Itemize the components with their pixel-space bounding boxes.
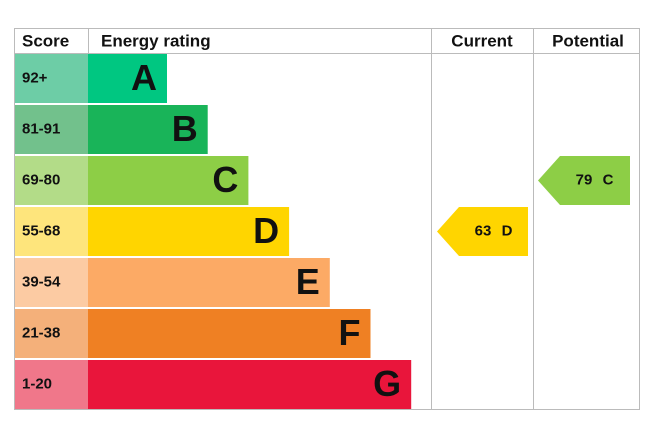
score-cell bbox=[15, 309, 88, 358]
potential-arrow bbox=[538, 156, 630, 205]
rating-bar bbox=[88, 309, 371, 358]
score-cell bbox=[15, 207, 88, 256]
header-score: Score bbox=[22, 31, 69, 50]
header-current: Current bbox=[451, 31, 513, 50]
rating-letter: B bbox=[172, 108, 198, 149]
score-label: 81-91 bbox=[22, 120, 60, 137]
score-label: 39-54 bbox=[22, 273, 61, 290]
rating-letter: F bbox=[339, 312, 361, 353]
rating-bar bbox=[88, 156, 249, 205]
current-value: 63 bbox=[475, 222, 492, 239]
rating-letter: E bbox=[296, 261, 320, 302]
current-arrow bbox=[437, 207, 528, 256]
rating-bar bbox=[88, 258, 330, 307]
frame bbox=[14, 28, 640, 410]
rating-bar bbox=[88, 54, 167, 103]
header-rating: Energy rating bbox=[101, 31, 211, 50]
score-label: 69-80 bbox=[22, 171, 60, 188]
rating-bar bbox=[88, 105, 208, 154]
score-label: 21-38 bbox=[22, 324, 60, 341]
score-cell bbox=[15, 105, 88, 154]
current-letter: D bbox=[502, 222, 513, 239]
rating-letter: A bbox=[131, 57, 157, 98]
score-cell bbox=[15, 156, 88, 205]
rating-bar bbox=[88, 207, 290, 256]
score-label: 55-68 bbox=[22, 222, 60, 239]
header-potential: Potential bbox=[552, 31, 624, 50]
score-cell bbox=[15, 258, 88, 307]
score-label: 92+ bbox=[22, 69, 48, 86]
potential-value: 79 bbox=[576, 171, 593, 188]
potential-letter: C bbox=[603, 171, 614, 188]
rating-bar bbox=[88, 360, 412, 409]
rating-letter: C bbox=[212, 159, 238, 200]
rating-letter: G bbox=[373, 363, 401, 404]
score-cell bbox=[15, 360, 88, 409]
rating-letter: D bbox=[253, 210, 279, 251]
score-cell bbox=[15, 54, 88, 103]
score-label: 1-20 bbox=[22, 375, 52, 392]
